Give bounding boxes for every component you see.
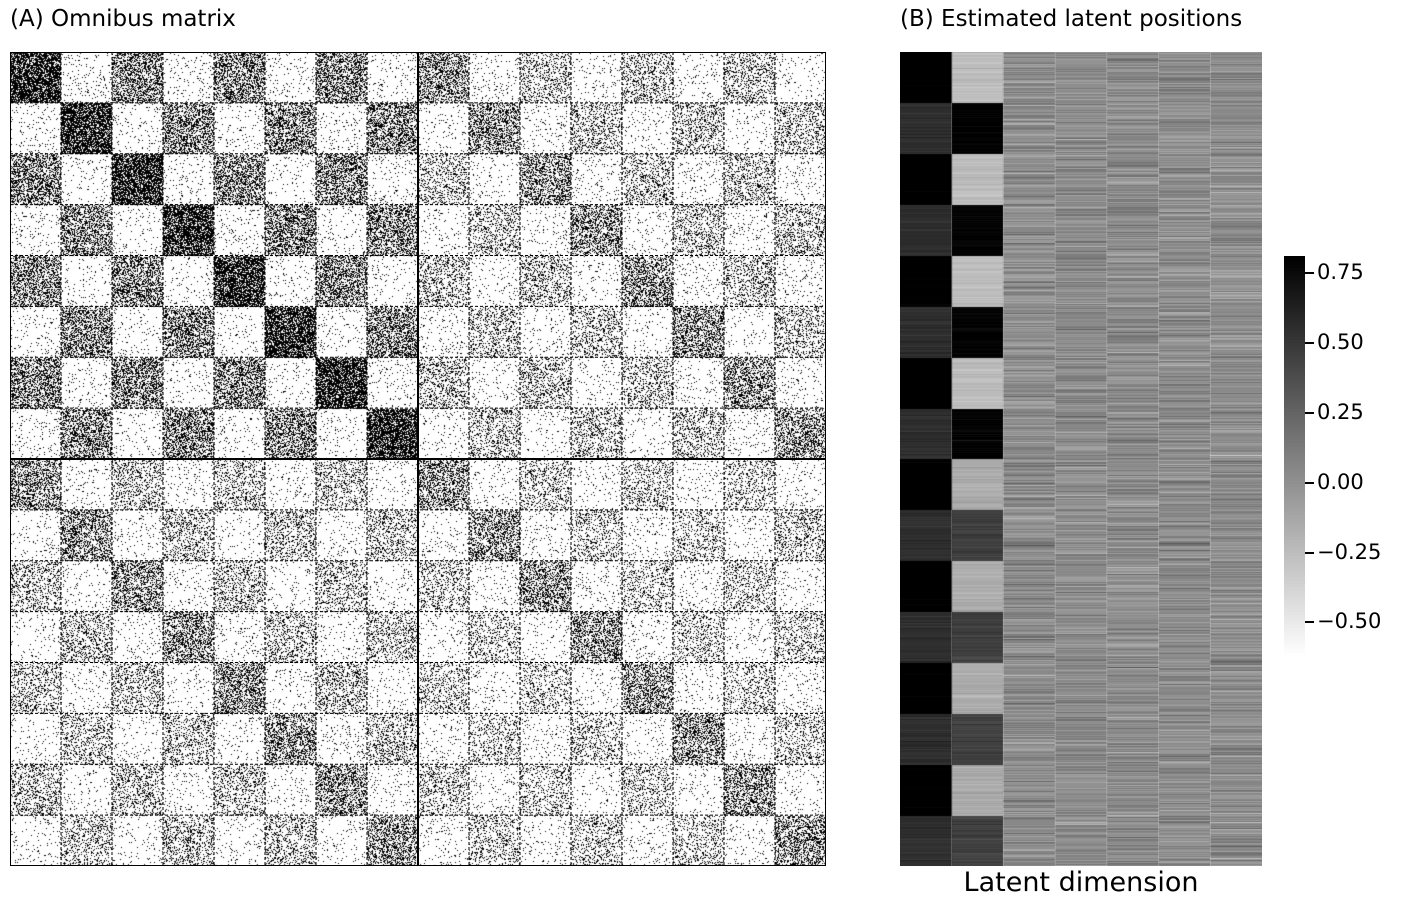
colorbar-tick-label: −0.50	[1317, 609, 1382, 634]
colorbar	[1284, 256, 1305, 656]
colorbar-ticks: 0.75 0.50 0.25 0.00 −0.25 −0.50	[1284, 256, 1401, 656]
colorbar-tick-mark	[1305, 271, 1314, 274]
colorbar-tick-mark	[1305, 621, 1314, 624]
colorbar-tick-label: 0.50	[1317, 329, 1364, 354]
colorbar-tick-label: −0.25	[1317, 539, 1382, 564]
omnibus-panel-title: (A) Omnibus matrix	[10, 6, 236, 32]
colorbar-tick-mark	[1305, 551, 1314, 554]
colorbar-tick-label: 0.00	[1317, 469, 1364, 494]
latent-positions-heatmap	[900, 52, 1262, 866]
omnibus-frame	[10, 52, 826, 866]
colorbar-tick-mark	[1305, 341, 1314, 344]
omnibus-matrix-grid	[10, 52, 826, 866]
colorbar-tick-mark	[1305, 481, 1314, 484]
colorbar-tick-label: 0.75	[1317, 259, 1364, 284]
latent-x-axis-label: Latent dimension	[963, 867, 1199, 898]
colorbar-tick-label: 0.25	[1317, 399, 1364, 424]
colorbar-tick-mark	[1305, 411, 1314, 414]
latent-positions-frame	[951, 52, 1211, 866]
latent-panel-title: (B) Estimated latent positions	[900, 6, 1243, 32]
